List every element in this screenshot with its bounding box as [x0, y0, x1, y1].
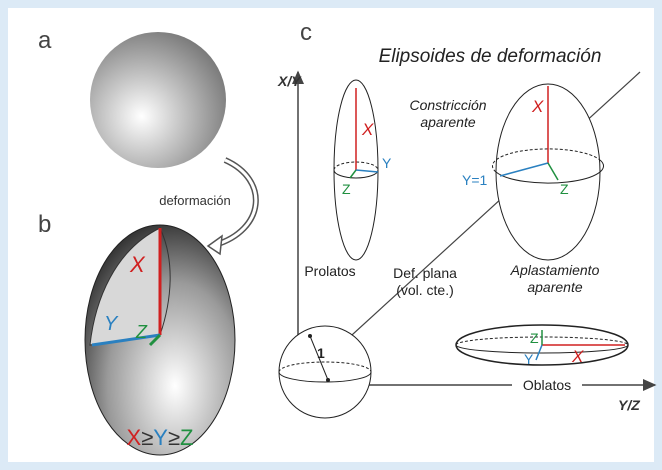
arrow-label: deformación: [159, 193, 231, 208]
region-label: Prolatos: [304, 263, 355, 279]
label-bg: [512, 376, 582, 394]
diagram-title: Elipsoides de deformación: [379, 46, 602, 67]
equator: [333, 161, 379, 171]
axis-y: [91, 333, 161, 347]
radius-label: 1: [317, 345, 325, 361]
relation-sign: ≥: [168, 425, 180, 450]
axis-label: Z: [560, 181, 569, 197]
axis-label: Z: [530, 330, 539, 346]
axis-y: [535, 344, 543, 361]
axis-label: Y=1: [462, 172, 488, 188]
region-label: Oblatos: [523, 377, 571, 393]
point: [308, 334, 312, 338]
relation-y: Y: [153, 425, 168, 450]
equator: [491, 148, 601, 173]
axis-label: Y: [104, 313, 119, 335]
axis-label: Y: [382, 155, 392, 171]
axis-label: X: [531, 97, 544, 116]
axis-y: [499, 162, 549, 177]
region-label: Aplastamiento: [510, 262, 600, 278]
cut-edge: [159, 227, 171, 336]
relation-sign: ≥: [141, 425, 153, 450]
point: [326, 378, 330, 382]
equator: [495, 159, 605, 184]
relation: X≥Y≥Z: [127, 425, 194, 450]
x-axis-label: Y/Z: [618, 397, 640, 413]
axis-label: X: [571, 347, 584, 366]
axis-label: Y: [524, 351, 534, 367]
equator: [455, 344, 629, 354]
region-label: Def. plana: [393, 265, 457, 281]
axis-y: [355, 169, 379, 173]
y-axis-label: X/Y: [277, 73, 302, 89]
equator: [333, 169, 379, 179]
relation-x: X: [127, 425, 142, 450]
panel-label: c: [300, 19, 312, 46]
region-label: aparente: [527, 279, 582, 295]
radius: [309, 335, 329, 381]
panel-label: a: [38, 27, 52, 54]
equator: [278, 361, 372, 373]
region-label: (vol. cte.): [396, 282, 454, 298]
region-label: Constricción: [409, 97, 486, 113]
sphere: [90, 32, 226, 168]
axis-z: [349, 169, 357, 179]
arrow-head: [206, 234, 223, 256]
axis-label: Z: [135, 322, 148, 342]
region-label: aparente: [420, 114, 475, 130]
axis-z: [547, 162, 559, 181]
panel-label: b: [38, 211, 51, 238]
arrow: [214, 158, 258, 247]
axis-z: [148, 333, 162, 347]
relation-z: Z: [180, 425, 193, 450]
axis-label: X: [129, 252, 146, 277]
cut-face: [89, 227, 161, 346]
axis-label: X: [361, 120, 374, 139]
equator: [278, 371, 372, 383]
axis-label: Z: [342, 181, 351, 197]
